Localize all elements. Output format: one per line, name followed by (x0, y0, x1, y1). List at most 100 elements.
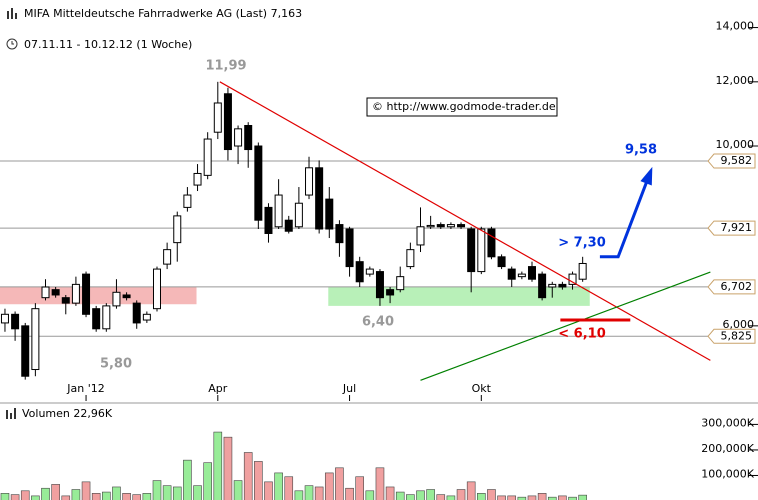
annotation: 11,99 (205, 59, 246, 74)
candle-body (467, 228, 476, 273)
annotation: 9,58 (625, 143, 657, 158)
volume-bar (355, 476, 364, 500)
candle-body (11, 313, 20, 330)
annotation: 6,40 (362, 315, 394, 330)
volume-bar (264, 481, 273, 500)
annotation: > 7,30 (558, 236, 606, 251)
candle-body (315, 167, 324, 230)
candle-body (365, 268, 374, 275)
annotation: 5,80 (100, 357, 132, 372)
volume-bar (213, 431, 223, 500)
y-tick-label: 12,000 (716, 74, 755, 87)
volume-bar (426, 489, 435, 500)
volume-bar (304, 485, 314, 500)
level-tag (707, 328, 756, 344)
volume-bar (183, 459, 192, 500)
volume-bar (385, 486, 395, 500)
clock-icon (6, 38, 18, 50)
candle-body (213, 102, 222, 133)
chart-subtitle: 07.11.11 - 10.12.12 (1 Woche) (24, 38, 192, 51)
volume-bar (41, 487, 50, 500)
volume-bar (193, 485, 202, 500)
annotation: < 6,10 (558, 327, 606, 342)
signal-arrowhead (640, 166, 653, 186)
clock-hands (11, 41, 14, 45)
volume-bar (20, 490, 30, 500)
volume-bar (446, 495, 456, 500)
main-layer (0, 81, 587, 500)
volume-bar (466, 481, 476, 500)
volume-bar (233, 480, 243, 500)
front-layer: 11,99 5,80 6,40 9,58 > 7,30 < 6,10 (100, 59, 711, 381)
candle-body (223, 93, 232, 151)
volume-bar (456, 489, 466, 500)
candle-body (163, 249, 172, 265)
candle-body (71, 283, 80, 304)
candle-body (173, 215, 182, 244)
volume-bar (203, 462, 212, 500)
bars-icon (7, 8, 17, 19)
candle-body (92, 308, 101, 330)
candle-body (497, 256, 506, 268)
volume-bar (375, 467, 385, 500)
candle-body (375, 271, 384, 299)
candle-body (426, 224, 435, 228)
volume-bar (578, 494, 587, 500)
x-tick-label: Apr (208, 382, 228, 395)
volume-bar (172, 486, 182, 500)
candle-body (345, 228, 354, 268)
volume-bar (162, 485, 172, 500)
candle-body (274, 194, 283, 228)
volume-bar (71, 489, 81, 500)
zone (0, 287, 197, 305)
candle-body (335, 224, 344, 244)
candle-body (406, 249, 415, 268)
volume-bar (91, 493, 101, 500)
level-tag (707, 279, 756, 295)
volume-bar (416, 490, 425, 500)
volume-bar (345, 487, 354, 500)
volume-tick-label: 200,000K (701, 442, 754, 455)
volume-bar (284, 476, 294, 500)
volume-bar (31, 495, 40, 500)
volume-bar (324, 472, 334, 500)
candle-body (234, 128, 243, 147)
candle-body (558, 283, 567, 288)
level-label: 7,921 (721, 221, 753, 234)
candle-body (446, 224, 455, 228)
volume-bar (61, 495, 71, 500)
candle-body (355, 261, 364, 283)
candle-body (122, 294, 131, 299)
trendline (420, 271, 711, 381)
candle-body (436, 224, 445, 228)
candle-body (284, 219, 293, 232)
candle-body (305, 167, 314, 196)
volume-bar (406, 494, 415, 500)
candle-body (538, 273, 547, 299)
volume-icon (6, 408, 16, 419)
volume-tick-label: 300,000K (701, 416, 754, 429)
x-tick-label: Okt (472, 382, 492, 395)
volume-bar (112, 486, 121, 500)
trendline (219, 81, 711, 361)
volume-bar (487, 489, 496, 500)
x-tick-label: Jul (342, 382, 356, 395)
y-tick-label: 10,000 (716, 138, 755, 151)
level-label: 9,582 (721, 154, 753, 167)
candle-body (112, 291, 121, 307)
volume-bar (507, 495, 517, 500)
volume-bar (254, 461, 263, 500)
volume-label: Volumen 22,96K (22, 407, 113, 420)
candle-body (294, 202, 303, 228)
level-tag (707, 153, 756, 169)
candle-body (183, 194, 192, 208)
level-label: 6,702 (721, 280, 753, 293)
candle-body (0, 313, 9, 324)
volume-bar (314, 486, 324, 500)
volume-bar (517, 496, 527, 500)
candle-body (82, 273, 91, 315)
signal-line (599, 171, 652, 259)
candle-body (203, 138, 212, 176)
candle-body (487, 228, 496, 258)
